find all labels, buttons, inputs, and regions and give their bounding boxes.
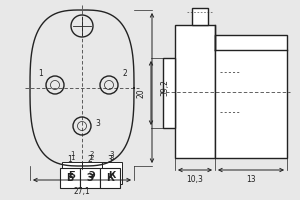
Text: 3: 3	[110, 155, 114, 161]
Bar	[82, 162, 102, 184]
Text: 3: 3	[108, 155, 112, 164]
Bar	[60, 168, 80, 188]
Text: 2: 2	[123, 68, 128, 77]
Text: 39,2: 39,2	[160, 80, 169, 96]
Text: Э: Э	[86, 173, 94, 183]
Text: 10,3: 10,3	[187, 175, 203, 184]
Bar	[215, 35, 287, 158]
Text: Б: Б	[66, 173, 74, 183]
Bar	[102, 162, 122, 184]
Text: 3: 3	[110, 151, 114, 157]
Text: 3: 3	[96, 118, 100, 128]
Text: К: К	[108, 170, 116, 180]
Bar	[100, 168, 120, 188]
Text: 2: 2	[90, 155, 94, 161]
Text: 2: 2	[88, 155, 92, 164]
Text: 13: 13	[246, 175, 256, 184]
Text: 27,1: 27,1	[74, 187, 90, 196]
Text: 2: 2	[90, 151, 94, 157]
Text: 1: 1	[68, 155, 72, 164]
Bar	[62, 162, 82, 184]
Text: 1: 1	[39, 68, 44, 77]
Text: К: К	[106, 173, 114, 183]
Text: 20: 20	[137, 88, 146, 98]
Bar	[163, 58, 175, 128]
Text: Б: Б	[69, 170, 75, 180]
Bar	[175, 25, 215, 158]
Text: 1: 1	[70, 151, 74, 157]
Bar	[80, 168, 100, 188]
Text: 1: 1	[70, 155, 74, 161]
Bar	[192, 8, 208, 25]
Text: Э: Э	[89, 170, 95, 180]
